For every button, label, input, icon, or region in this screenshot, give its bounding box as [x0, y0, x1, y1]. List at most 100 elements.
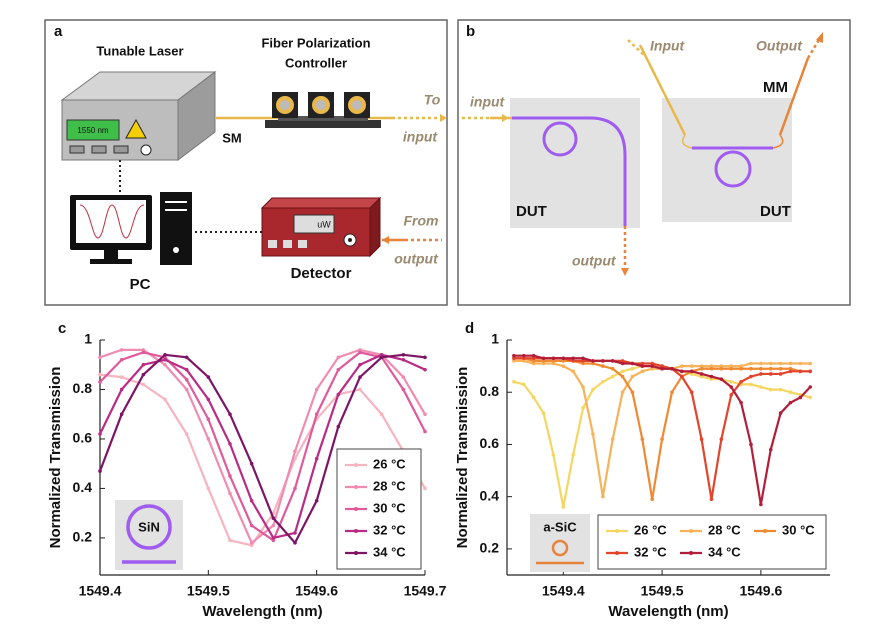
data-point [271, 536, 276, 540]
data-point [610, 366, 615, 371]
data-point [423, 367, 427, 372]
x-tick-label: 1549.6 [739, 583, 782, 599]
data-point [581, 356, 585, 361]
data-point [650, 361, 655, 366]
data-point [719, 437, 724, 442]
dut-label: DUT [760, 203, 791, 220]
data-point [709, 377, 714, 381]
data-point [581, 385, 585, 389]
data-point [336, 392, 341, 397]
legend-swatch-dot [354, 551, 358, 555]
series-line [99, 351, 426, 543]
data-point [119, 387, 124, 392]
from-label: From [404, 213, 439, 229]
data-point [561, 505, 566, 509]
data-point [163, 397, 167, 402]
data-point [184, 367, 189, 372]
panel-label: a [54, 23, 63, 40]
data-point [689, 390, 694, 395]
legend-swatch-dot [354, 463, 358, 467]
data-point [610, 374, 615, 379]
data-point [650, 366, 655, 371]
x-tick-label: 1549.6 [295, 583, 338, 599]
data-point [184, 355, 189, 360]
arrow-head [440, 114, 447, 122]
data-point [379, 353, 384, 357]
data-point [749, 374, 753, 379]
pc-label: PC [130, 276, 151, 293]
data-point [591, 359, 595, 363]
data-point [551, 359, 556, 363]
data-point [163, 362, 167, 367]
laser-port [140, 144, 152, 156]
x-tick-label: 1549.7 [404, 583, 447, 599]
data-point [739, 366, 743, 371]
fiber-loop [772, 134, 784, 149]
data-point [119, 412, 124, 417]
data-point [98, 372, 102, 377]
data-point [98, 380, 102, 384]
data-point [788, 366, 793, 371]
data-point [521, 359, 526, 363]
laser-warning [125, 118, 147, 139]
data-point [620, 359, 625, 363]
data-point [401, 357, 406, 362]
dut-chip [662, 98, 792, 222]
panel-a: a Tunable Laser 1550 nm SM Fiber Polariz… [44, 19, 448, 306]
data-point [206, 437, 211, 441]
data-point [670, 390, 674, 395]
fiber-loop [681, 134, 693, 149]
controller-label: Controller [285, 55, 347, 70]
data-point [314, 456, 319, 461]
data-point [98, 469, 102, 473]
data-point [601, 364, 605, 368]
data-point [729, 366, 734, 371]
data-point [581, 361, 585, 366]
legend [597, 514, 827, 570]
legend-label: 28 °C [708, 522, 741, 537]
data-point [541, 411, 546, 415]
data-point [184, 432, 189, 436]
data-point [660, 364, 664, 368]
data-point [561, 356, 566, 361]
data-point [660, 366, 664, 371]
data-point [768, 372, 773, 376]
y-axis-label: Normalized Transmission [47, 367, 64, 549]
panel-label: d [465, 320, 474, 337]
data-point [699, 374, 704, 379]
data-point [551, 356, 556, 361]
data-point [630, 366, 635, 371]
legend-label: 30 °C [782, 522, 815, 537]
data-point [314, 498, 319, 503]
waveguide [512, 116, 627, 226]
data-point [119, 348, 124, 352]
data-point [206, 417, 211, 421]
data-point [699, 366, 704, 371]
data-point [571, 359, 575, 363]
data-point [768, 361, 773, 366]
y-tick-label: 0.8 [480, 383, 500, 399]
data-point [788, 400, 793, 405]
data-point [680, 369, 684, 374]
data-point [512, 379, 516, 384]
data-point [228, 474, 232, 478]
data-point [670, 366, 674, 371]
data-point [808, 361, 813, 366]
legend-label: 26 °C [634, 522, 667, 537]
data-point [729, 379, 734, 384]
data-point [249, 543, 254, 548]
data-point [141, 362, 146, 367]
data-point [249, 523, 254, 528]
data-point [531, 356, 536, 361]
y-tick-label: 1 [491, 331, 499, 347]
legend-swatch-dot [615, 529, 619, 533]
data-point [788, 361, 793, 366]
data-point [551, 361, 556, 366]
controller-rail [278, 116, 368, 121]
data-point [610, 437, 615, 442]
data-point [699, 364, 704, 368]
y-tick-label: 0.8 [73, 380, 93, 396]
x-tick-label: 1549.4 [542, 583, 585, 599]
data-point [184, 377, 189, 382]
data-point [689, 364, 694, 368]
